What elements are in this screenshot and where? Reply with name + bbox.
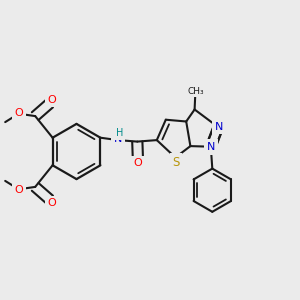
Text: S: S xyxy=(172,156,180,169)
Text: O: O xyxy=(48,198,56,208)
Text: N: N xyxy=(214,122,223,132)
Text: O: O xyxy=(48,94,56,105)
Text: O: O xyxy=(14,108,23,118)
Text: N: N xyxy=(207,142,215,152)
Text: O: O xyxy=(134,158,142,168)
Text: CH₃: CH₃ xyxy=(188,87,204,96)
Text: N: N xyxy=(114,134,122,145)
Text: H: H xyxy=(116,128,123,139)
Text: O: O xyxy=(14,185,23,195)
